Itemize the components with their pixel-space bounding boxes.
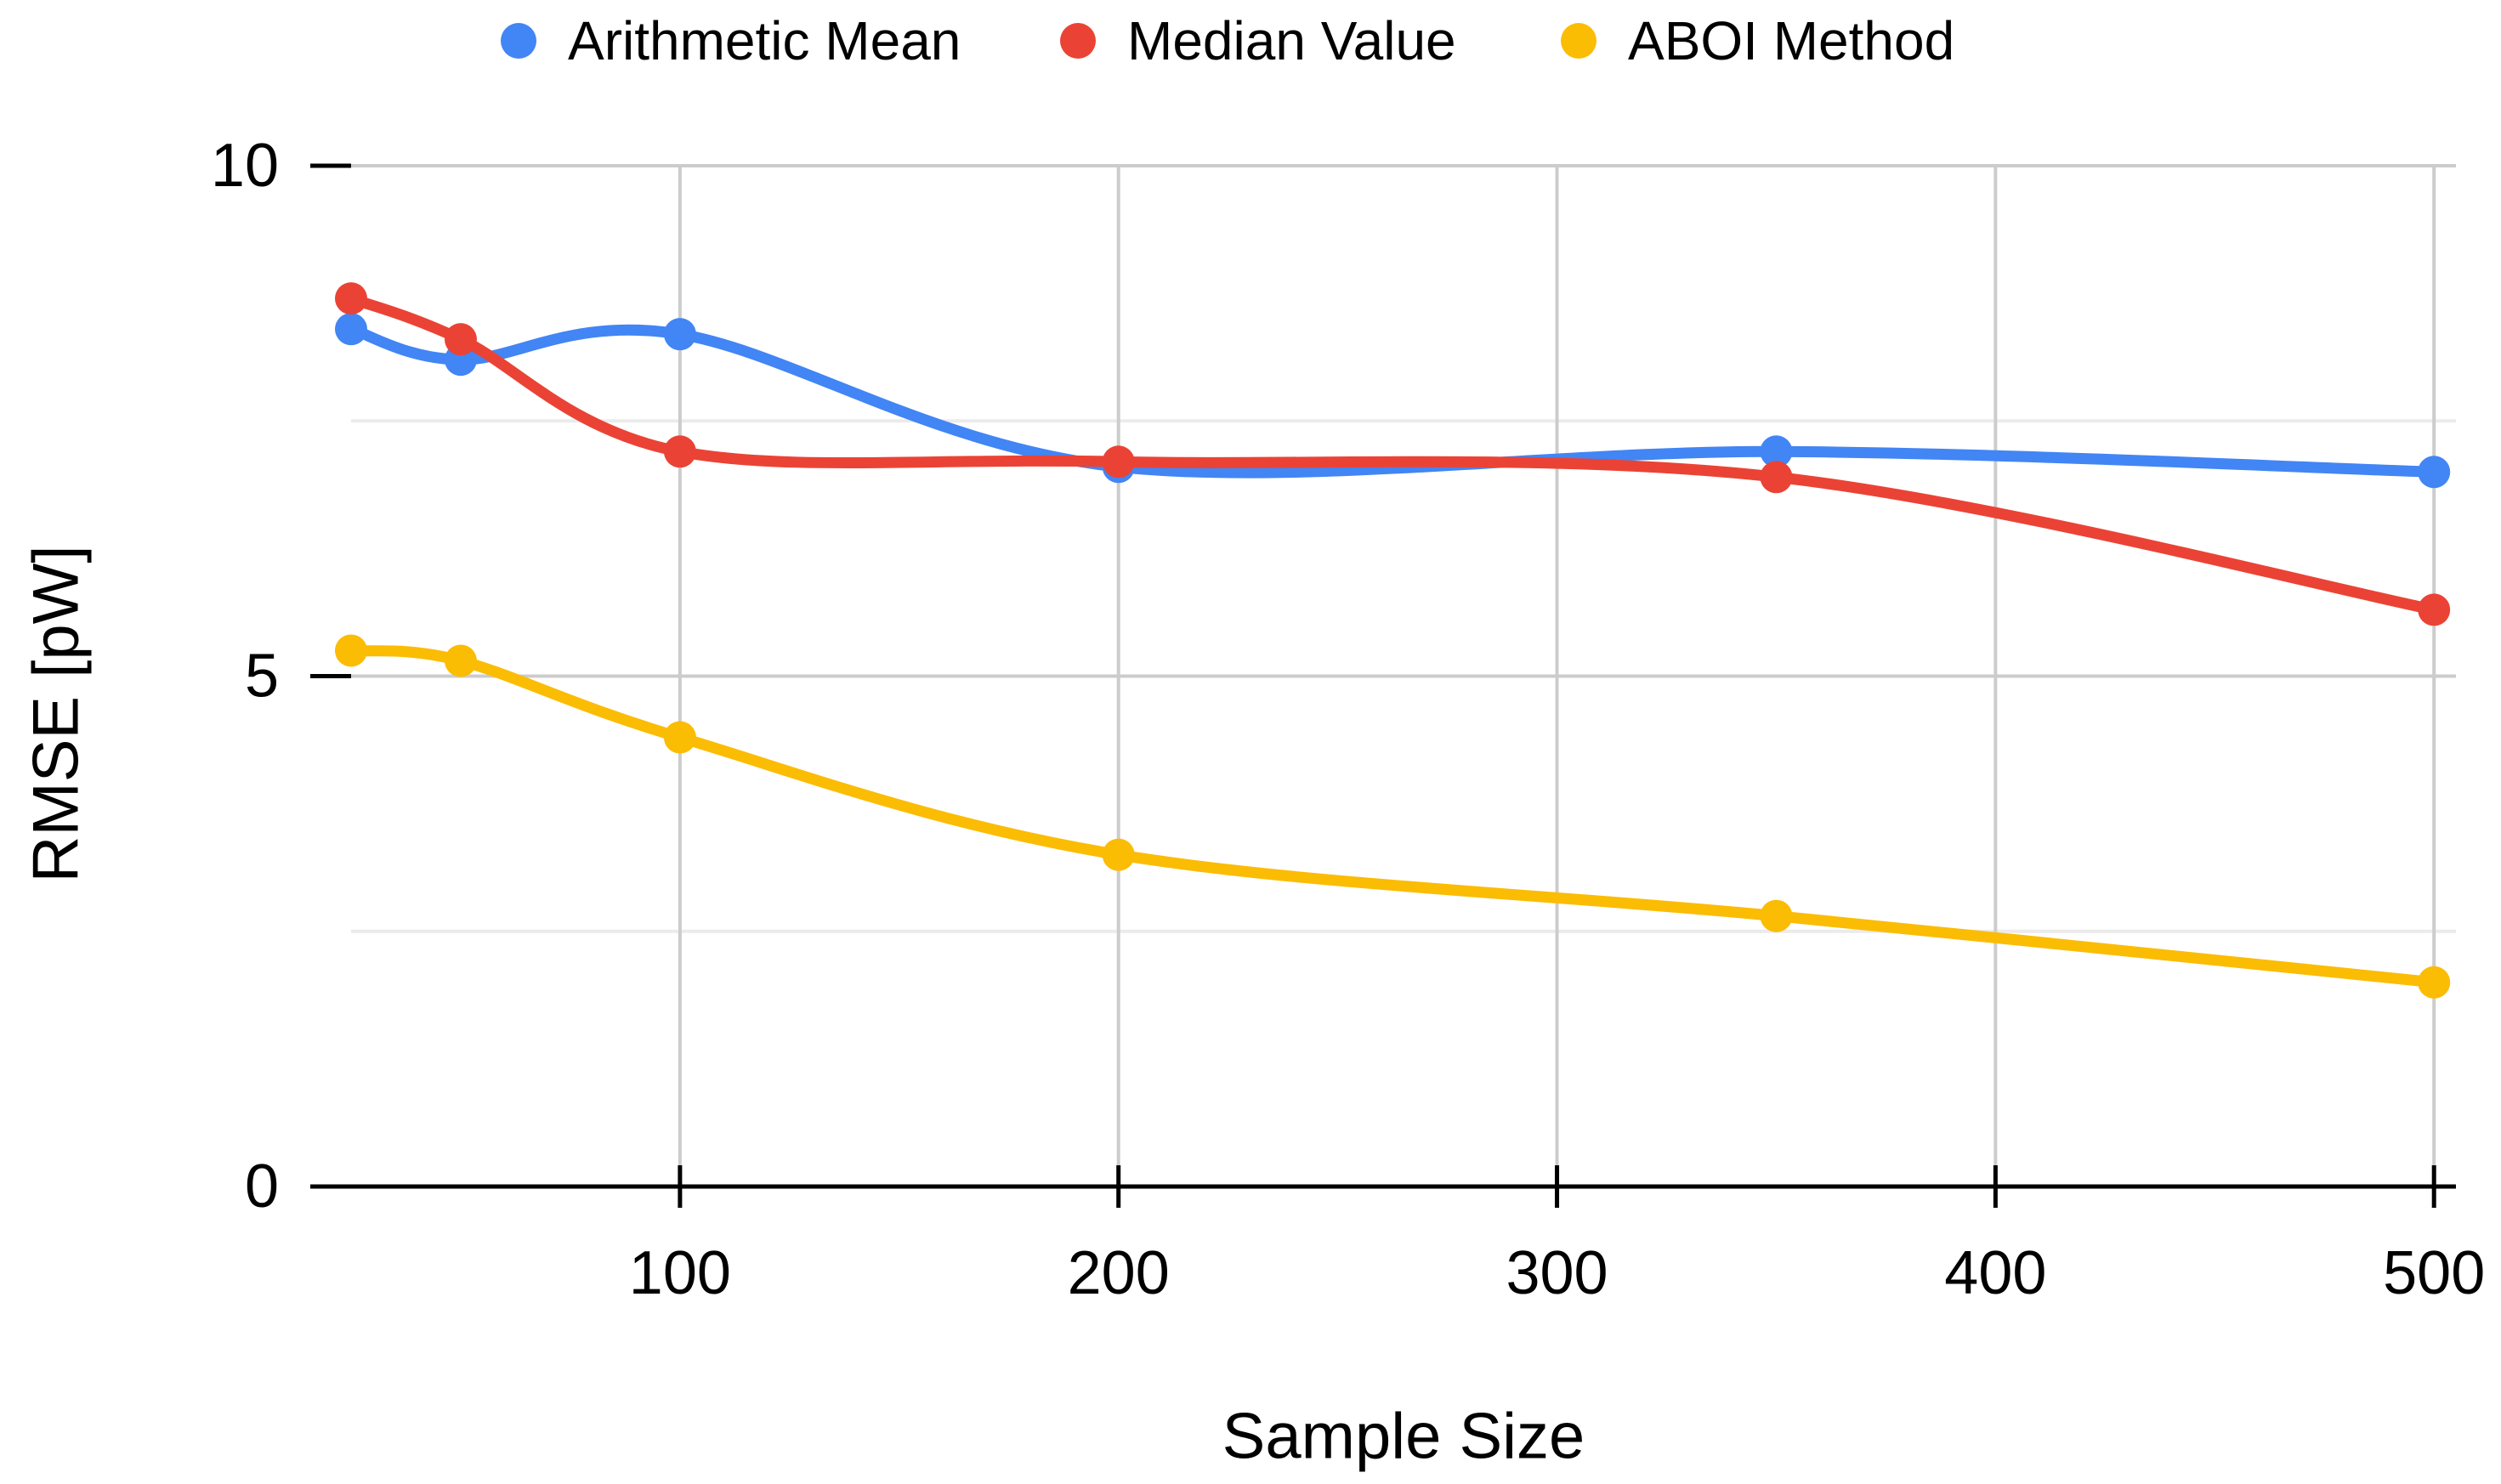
x-tick-label: 400 [1944, 1239, 2046, 1307]
data-point-marker [1102, 445, 1135, 479]
y-axis-title: RMSE [pW] [20, 546, 93, 883]
x-tick-label: 300 [1506, 1239, 1608, 1307]
legend-swatch-icon [1561, 23, 1596, 59]
data-point-marker [444, 323, 477, 356]
legend-swatch-icon [501, 23, 536, 59]
tick-labels: 0 5 10 100 200 300 400 500 [211, 132, 2485, 1307]
data-point-marker [444, 644, 477, 677]
legend-label: Arithmetic Mean [568, 10, 961, 71]
data-point-marker [663, 318, 696, 351]
legend-swatch-icon [1060, 23, 1096, 59]
x-axis-title: Sample Size [1222, 1401, 1585, 1473]
data-point-marker [335, 634, 367, 667]
series-aboi-method [335, 634, 2451, 999]
x-tick-label: 500 [2383, 1239, 2485, 1307]
data-point-marker [1760, 435, 1793, 468]
data-point-marker [1760, 461, 1793, 494]
data-point-marker [335, 313, 367, 346]
data-point-marker [2418, 456, 2451, 489]
legend: Arithmetic Mean Median Value ABOI Method [501, 10, 1954, 71]
legend-item-aboi-method: ABOI Method [1561, 10, 1954, 71]
data-point-marker [1760, 899, 1793, 932]
data-point-marker [663, 435, 696, 468]
legend-item-arithmetic-mean: Arithmetic Mean [501, 10, 961, 71]
y-tick-label: 10 [211, 132, 279, 200]
legend-label: ABOI Method [1628, 10, 1954, 71]
data-point-marker [1102, 838, 1135, 871]
data-point-marker [2418, 593, 2451, 626]
legend-item-median-value: Median Value [1060, 10, 1456, 71]
series-line [345, 292, 2440, 615]
series-median-value [335, 282, 2451, 626]
x-tick-label: 100 [629, 1239, 731, 1307]
data-point-marker [335, 282, 367, 315]
y-tick-label: 5 [245, 643, 279, 711]
legend-label: Median Value [1127, 10, 1456, 71]
series-group [335, 282, 2451, 999]
x-tick-label: 200 [1068, 1239, 1170, 1307]
data-point-marker [2418, 966, 2451, 999]
y-tick-label: 0 [245, 1153, 279, 1221]
axes [310, 163, 2456, 1208]
gridlines [351, 164, 2456, 1187]
data-point-marker [663, 721, 696, 754]
